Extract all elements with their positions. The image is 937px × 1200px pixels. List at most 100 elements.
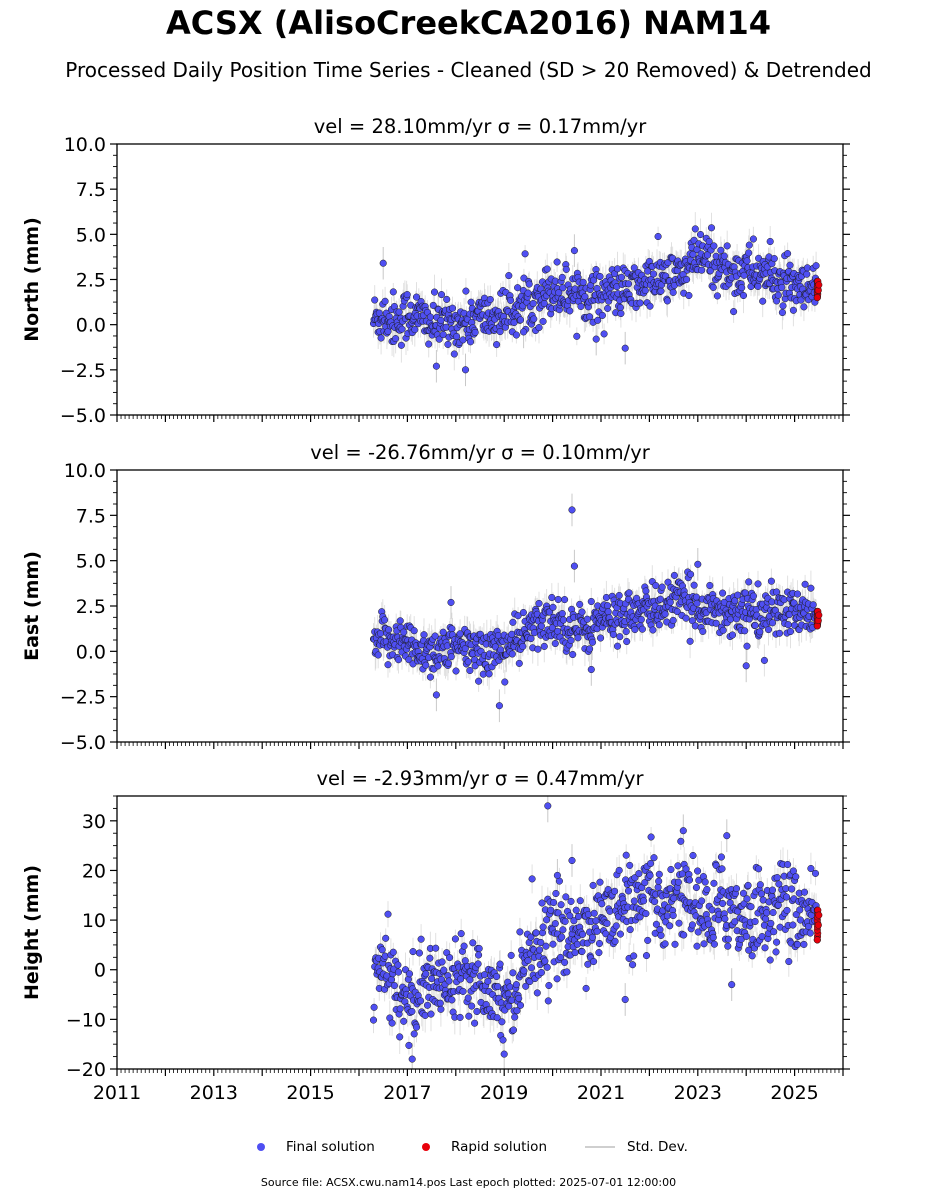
final-solution-point bbox=[800, 303, 808, 311]
final-solution-point bbox=[686, 637, 694, 645]
final-solution-point bbox=[507, 296, 515, 304]
final-solution-point bbox=[432, 691, 440, 699]
final-solution-point bbox=[396, 1033, 404, 1041]
final-solution-point bbox=[674, 878, 682, 886]
final-solution-point bbox=[443, 642, 451, 650]
panel-title-height: vel = -2.93mm/yr σ = 0.47mm/yr bbox=[316, 767, 644, 790]
final-solution-point bbox=[719, 626, 727, 634]
final-solution-point bbox=[529, 299, 537, 308]
final-solution-point bbox=[425, 340, 433, 348]
final-solution-point bbox=[545, 608, 554, 616]
final-solution-point bbox=[512, 331, 520, 339]
final-solution-point bbox=[513, 1007, 521, 1015]
final-solution-point bbox=[426, 954, 434, 962]
final-solution-point bbox=[397, 341, 405, 349]
final-solution-point bbox=[807, 584, 815, 592]
final-solution-point bbox=[569, 650, 577, 659]
final-solution-point bbox=[462, 287, 470, 295]
final-solution-point bbox=[515, 994, 523, 1002]
final-solution-point bbox=[669, 288, 677, 296]
final-solution-point bbox=[417, 935, 425, 943]
final-solution-point bbox=[405, 970, 414, 978]
final-solution-point bbox=[612, 922, 620, 930]
final-solution-point bbox=[786, 261, 794, 269]
final-solution-point bbox=[475, 951, 483, 959]
final-solution-point bbox=[617, 309, 625, 318]
panel-north: vel = 28.10mm/yr σ = 0.17mm/yr North (mm)… bbox=[21, 115, 850, 427]
final-solution-point bbox=[387, 976, 396, 984]
data-layer-north bbox=[369, 212, 823, 387]
final-solution-point bbox=[613, 265, 622, 273]
time-series-chart: vel = 28.10mm/yr σ = 0.17mm/yr North (mm)… bbox=[21, 115, 850, 1104]
final-solution-point bbox=[710, 879, 718, 887]
final-solution-point bbox=[694, 867, 702, 875]
final-solution-point bbox=[596, 878, 604, 886]
final-solution-point bbox=[705, 920, 713, 928]
final-solution-point bbox=[474, 960, 482, 968]
y-tick-label: 2.5 bbox=[76, 596, 106, 618]
final-solution-point bbox=[749, 592, 757, 600]
final-solution-point bbox=[400, 628, 408, 636]
final-solution-point bbox=[754, 580, 762, 588]
final-solution-point bbox=[532, 929, 540, 937]
final-solution-point bbox=[511, 1013, 519, 1021]
final-solution-point bbox=[706, 581, 714, 590]
y-tick-label: 7.5 bbox=[76, 505, 106, 527]
final-solution-point bbox=[661, 610, 669, 618]
final-solution-point bbox=[573, 940, 581, 948]
final-solution-point bbox=[553, 975, 561, 983]
final-solution-point bbox=[582, 984, 590, 992]
final-solution-point bbox=[768, 619, 777, 627]
final-solution-point bbox=[693, 942, 701, 950]
final-solution-point bbox=[447, 653, 455, 661]
final-solution-point bbox=[460, 942, 468, 950]
final-solution-point bbox=[421, 1011, 429, 1019]
final-solution-point bbox=[394, 961, 402, 969]
final-solution-point bbox=[566, 912, 574, 920]
final-solution-point bbox=[675, 919, 683, 927]
final-solution-point bbox=[512, 981, 520, 989]
final-solution-point bbox=[707, 224, 716, 232]
final-solution-point bbox=[745, 249, 753, 257]
final-solution-point bbox=[698, 897, 706, 905]
final-solution-point bbox=[689, 250, 697, 258]
final-solution-point bbox=[667, 865, 675, 874]
final-solution-point bbox=[395, 308, 403, 316]
y-tick-label: −5.0 bbox=[60, 405, 106, 427]
final-solution-point bbox=[447, 598, 455, 606]
final-solution-point bbox=[427, 1010, 435, 1018]
final-solution-point bbox=[774, 291, 782, 299]
y-tick-label: −2.5 bbox=[60, 360, 106, 382]
final-solution-point bbox=[666, 598, 674, 606]
final-solution-point bbox=[562, 265, 570, 273]
final-solution-point bbox=[539, 317, 547, 325]
final-solution-point bbox=[651, 898, 659, 906]
final-solution-point bbox=[809, 601, 817, 609]
final-solution-point bbox=[520, 328, 528, 336]
final-solution-point bbox=[457, 930, 465, 938]
final-solution-point bbox=[430, 288, 439, 296]
final-points-height bbox=[369, 802, 820, 1063]
final-solution-point bbox=[756, 628, 764, 636]
final-solution-point bbox=[573, 332, 581, 340]
final-solution-point bbox=[385, 626, 393, 634]
final-solution-point bbox=[708, 906, 716, 914]
final-solution-point bbox=[548, 593, 556, 602]
y-tick-label: −5.0 bbox=[60, 732, 106, 754]
final-solution-point bbox=[561, 958, 569, 966]
final-solution-point bbox=[561, 917, 569, 925]
y-tick-label: 10.0 bbox=[64, 134, 106, 156]
final-solution-point bbox=[505, 272, 513, 280]
final-solution-point bbox=[461, 366, 470, 374]
final-solution-point bbox=[405, 1041, 413, 1049]
final-solution-point bbox=[435, 335, 443, 343]
final-solution-point bbox=[522, 982, 530, 990]
final-solution-point bbox=[713, 292, 721, 300]
final-solution-point bbox=[699, 627, 707, 635]
final-solution-point bbox=[584, 960, 592, 968]
final-solution-point bbox=[448, 304, 457, 312]
rapid-points-east bbox=[813, 607, 823, 630]
final-solution-point bbox=[453, 332, 461, 341]
final-solution-point bbox=[616, 930, 624, 938]
final-solution-point bbox=[724, 942, 732, 950]
